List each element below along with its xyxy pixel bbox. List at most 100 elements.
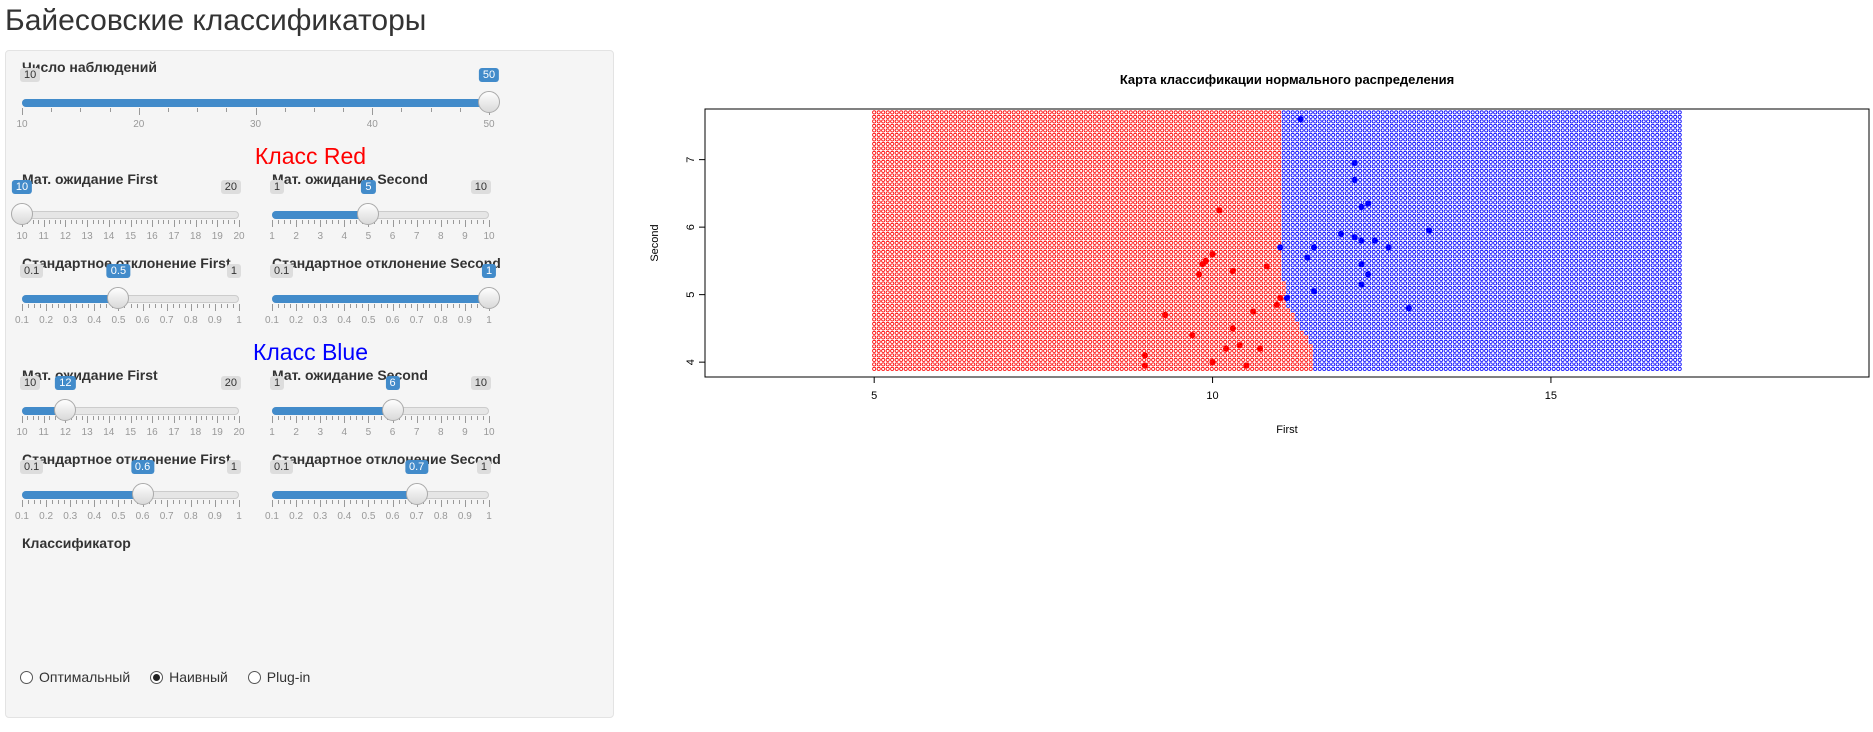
slider-min-label: 10 [20,68,41,82]
map-cell [876,317,881,322]
map-cell [1146,272,1151,277]
map-cell [1052,240,1057,245]
slider-handle[interactable] [478,91,500,113]
slider-tick [92,220,94,224]
slider-handle[interactable] [107,287,130,309]
map-cell [1290,317,1295,322]
map-cell [966,236,971,241]
map-cell [1200,362,1205,367]
map-cell [1263,231,1268,236]
map-cell [1043,303,1048,308]
map-cell [1250,299,1255,304]
map-cell [894,353,899,358]
map-cell [876,312,881,317]
slider-handle[interactable] [131,483,154,505]
map-cell [1182,308,1187,313]
map-cell [1178,213,1183,218]
slider-tick [106,304,108,308]
slider-handle[interactable] [478,287,500,309]
map-cell [1074,249,1079,254]
map-cell [1209,312,1214,317]
map-cell [1043,294,1048,299]
map-cell [1209,335,1214,340]
map-cell [1182,272,1187,277]
map-cell [1241,353,1246,358]
map-cell [1097,276,1102,281]
map-cell [1146,159,1151,164]
map-cell [885,204,890,209]
map-cell [1155,303,1160,308]
map-cell [917,227,922,232]
slider-tick [178,304,180,308]
map-cell [1142,303,1147,308]
map-cell [1016,222,1021,227]
map-cell [903,182,908,187]
map-cell [1124,263,1129,268]
map-cell [1169,222,1174,227]
map-cell [1029,195,1034,200]
map-cell [998,186,1003,191]
map-cell [1124,348,1129,353]
map-cell [1250,231,1255,236]
map-cell [1227,245,1232,250]
map-cell [993,330,998,335]
map-cell [1227,236,1232,241]
slider-ticks: 10 11 12 13 14 15 16 17 18 19 20 [16,416,245,438]
map-cell [1088,213,1093,218]
slider-handle[interactable] [54,399,77,421]
map-cell [1272,326,1277,331]
map-cell [1169,159,1174,164]
map-cell [1047,209,1052,214]
map-cell [876,353,881,358]
map-cell [1268,362,1273,367]
map-cell [1178,177,1183,182]
map-cell [1227,249,1232,254]
map-cell [1254,362,1259,367]
map-cell [926,182,931,187]
map-cell [1277,155,1282,160]
slider-handle[interactable] [11,203,33,225]
radio-plugin[interactable]: Plug-in [247,669,310,685]
map-cell [1232,249,1237,254]
map-cell [989,173,994,178]
slider-max-label: 20 [220,180,241,194]
map-cell [948,308,953,313]
radio-naive[interactable]: Наивный [150,669,228,685]
map-cell [1200,195,1205,200]
map-cell [1074,168,1079,173]
map-cell [876,258,881,263]
map-cell [962,357,967,362]
slider-handle[interactable] [381,399,404,421]
map-cell [957,173,962,178]
map-cell [962,303,967,308]
map-cell [1250,357,1255,362]
map-cell [989,159,994,164]
map-cell [930,335,935,340]
map-cell [1128,254,1133,259]
map-cell [1295,326,1300,331]
map-cell [1128,222,1133,227]
slider-track[interactable] [22,211,239,219]
radio-circle[interactable] [150,671,164,684]
slider-tick [232,304,234,308]
radio-circle[interactable] [20,671,33,684]
map-cell [1254,191,1259,196]
radio-optimal[interactable]: Оптимальный [20,669,130,685]
map-cell [1088,326,1093,331]
map-cell [1101,191,1106,196]
map-cell [1079,258,1084,263]
map-cell [1259,362,1264,367]
map-cell [1223,299,1228,304]
map-cell [1029,240,1034,245]
radio-circle[interactable] [247,671,261,684]
map-cell [876,348,881,353]
map-cell [1160,281,1165,286]
map-cell [953,254,958,259]
slider-tick [22,108,23,115]
map-cell [966,218,971,223]
map-cell [1155,308,1160,313]
slider-handle[interactable] [357,203,380,225]
slider-handle[interactable] [405,483,428,505]
map-cell [1205,213,1210,218]
map-cell [966,330,971,335]
